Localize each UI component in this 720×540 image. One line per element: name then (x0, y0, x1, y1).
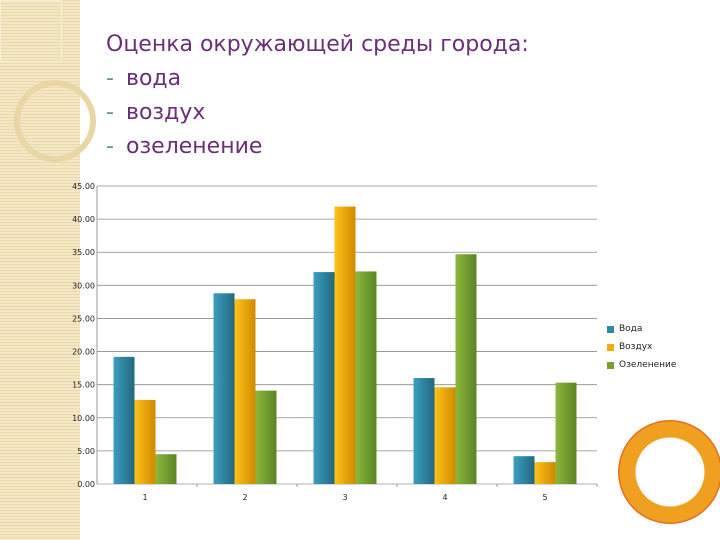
decorative-square (0, 0, 62, 62)
x-tick-label: 4 (442, 493, 447, 502)
x-tick-label: 2 (242, 493, 247, 502)
bar-Вода-3 (313, 272, 335, 484)
x-tick-label: 5 (542, 493, 547, 502)
x-tick-label: 3 (342, 493, 347, 502)
bar-Воздух-1 (134, 399, 156, 484)
y-tick-label: 15.00 (72, 381, 95, 390)
y-tick-label: 35.00 (72, 248, 95, 257)
bar-Вода-4 (413, 378, 435, 484)
bar-Озеленение-1 (155, 454, 177, 484)
bullet-item: - воздух (106, 100, 206, 125)
y-tick-label: 40.00 (72, 215, 95, 224)
city-logo (618, 420, 720, 524)
y-tick-label: 30.00 (72, 281, 95, 290)
bar-Озеленение-2 (255, 390, 277, 484)
decorative-ring (14, 80, 96, 162)
bar-Озеленение-5 (555, 382, 577, 484)
bar-Воздух-5 (534, 462, 556, 484)
bar-Воздух-2 (234, 299, 256, 484)
y-tick-label: 20.00 (72, 348, 95, 357)
legend-swatch (607, 343, 614, 351)
bar-Вода-1 (113, 356, 135, 484)
decorative-sidebar (0, 0, 96, 540)
y-tick-label: 0.00 (77, 480, 95, 489)
bar-Озеленение-4 (455, 254, 477, 484)
legend-swatch (607, 361, 614, 369)
y-tick-label: 10.00 (72, 414, 95, 423)
slide-title: Оценка окружающей среды города: - вода -в… (106, 28, 529, 164)
bullet-item: - вода (106, 66, 182, 91)
bar-Вода-2 (213, 293, 235, 484)
bar-Озеленение-3 (355, 271, 377, 484)
legend-item-ozelenenie: Озеленение (607, 356, 676, 374)
y-tick-label: 5.00 (77, 447, 95, 456)
y-tick-label: 25.00 (72, 314, 95, 323)
legend-item-voda: Вода (607, 320, 676, 338)
bullet-item: - озеленение (106, 134, 263, 159)
title-heading: Оценка окружающей среды города: (106, 32, 529, 57)
chart-legend: Вода Воздух Озеленение (607, 320, 676, 374)
y-tick-label: 45.00 (72, 182, 95, 191)
bar-Вода-5 (513, 456, 535, 484)
x-tick-label: 1 (142, 493, 147, 502)
bar-Воздух-4 (434, 387, 456, 484)
bar-Воздух-3 (334, 206, 356, 485)
legend-item-vozduh: Воздух (607, 338, 676, 356)
legend-swatch (607, 325, 614, 333)
